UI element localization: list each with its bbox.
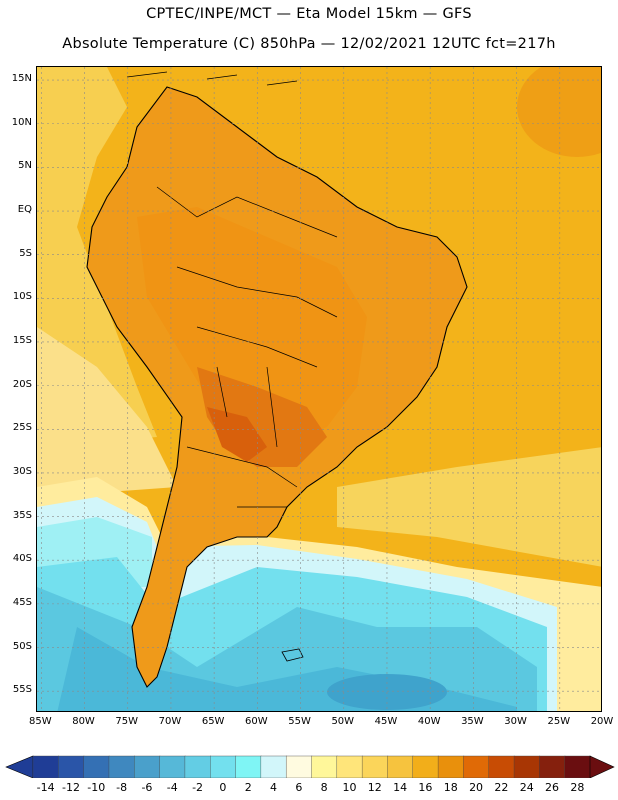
colorbar-swatch [285, 755, 313, 778]
colorbar-swatch [539, 755, 566, 778]
colorbar-swatch [513, 755, 541, 778]
lat-label: 35S [12, 509, 32, 521]
colorbar-swatch [311, 755, 338, 778]
colorbar-label: 6 [295, 781, 303, 794]
lon-label: 70W [158, 716, 182, 727]
lat-label: 40S [12, 553, 32, 565]
lon-label: 55W [288, 716, 311, 727]
colorbar-low-arrow [5, 755, 34, 778]
atlantic-mid-zone [337, 447, 601, 567]
colorbar-label: 18 [443, 781, 458, 794]
colorbar-label: 26 [545, 781, 560, 794]
colorbar-swatch [134, 755, 161, 778]
lon-label: 50W [331, 716, 355, 727]
lat-label: 55S [12, 684, 32, 696]
lon-label: 25W [547, 716, 571, 727]
colorbar-label: 20 [469, 781, 484, 794]
colorbar-swatch [437, 755, 465, 778]
lat-label: 15S [12, 334, 32, 346]
colorbar-label: 2 [244, 781, 252, 794]
colorbar-label: -4 [166, 781, 178, 794]
title-line-1: CPTEC/INPE/MCT — Eta Model 15km — GFS [146, 6, 472, 22]
caribbean-islands [126, 71, 298, 86]
colorbar-swatch [412, 755, 439, 778]
colorbar-label: 14 [393, 781, 408, 794]
lat-label: 5S [19, 247, 32, 259]
warm-ocean-patch [517, 67, 601, 157]
lon-label: 65W [201, 716, 225, 727]
country-borders [156, 186, 338, 508]
lat-lon-grid [37, 67, 601, 711]
colorbar-label: 24 [519, 781, 534, 794]
lon-label: 30W [504, 716, 527, 727]
lon-label: 60W [245, 716, 268, 727]
land-warm-interior [137, 207, 367, 447]
lat-label: 15N [11, 73, 32, 85]
lon-label: 35W [461, 716, 484, 727]
colorbar-swatch [260, 755, 287, 778]
lat-label: 25S [12, 422, 32, 434]
colorbar-swatch [564, 755, 591, 778]
colorbar-swatch [58, 755, 85, 778]
lat-label: 30S [12, 465, 32, 477]
lon-label: 85W [29, 716, 52, 727]
lon-label: 40W [417, 716, 441, 727]
colorbar-label: 4 [270, 781, 278, 794]
lat-label: 5N [18, 160, 32, 172]
lat-label: 20S [12, 378, 32, 390]
land-hottest-zone [207, 407, 267, 462]
colorbar-label: -10 [87, 781, 106, 794]
colorbar-label: -8 [116, 781, 128, 794]
pacific-cool-zone [37, 327, 177, 497]
colorbar-label: 8 [320, 781, 328, 794]
colorbar-swatch [108, 755, 135, 778]
map-panel [36, 66, 602, 712]
colorbar [5, 755, 615, 778]
lon-label: 45W [374, 716, 398, 727]
temperature-map [37, 67, 601, 711]
colorbar-label: -14 [36, 781, 55, 794]
colorbar-swatch [32, 755, 60, 778]
colorbar-swatch [210, 755, 237, 778]
falkland-islands [281, 648, 304, 662]
colorbar-label: 28 [570, 781, 585, 794]
lon-label: 80W [72, 716, 95, 727]
colorbar-label: -2 [192, 781, 204, 794]
lat-label: 50S [12, 640, 32, 652]
colorbar-swatch [387, 755, 414, 778]
colorbar-swatch [361, 755, 389, 778]
lat-label: 10N [11, 116, 32, 128]
colorbar-swatch [336, 755, 363, 778]
lon-label: 20W [590, 716, 614, 727]
colorbar-label: -6 [141, 781, 153, 794]
colorbar-label: 12 [367, 781, 382, 794]
colorbar-label: 0 [219, 781, 227, 794]
lat-label: 10S [12, 291, 32, 303]
lat-label: 45S [12, 596, 32, 608]
colorbar-label: 16 [418, 781, 433, 794]
colorbar-label: 22 [494, 781, 509, 794]
colorbar-swatch [463, 755, 490, 778]
colorbar-swatch [184, 755, 211, 778]
lon-label: 75W [115, 716, 139, 727]
colorbar-swatch [488, 755, 515, 778]
colorbar-label: -12 [61, 781, 80, 794]
coastline [86, 86, 468, 688]
colorbar-label: 10 [342, 781, 357, 794]
colorbar-swatch [83, 755, 110, 778]
lat-label: EQ [17, 204, 32, 216]
title-line-2: Absolute Temperature (C) 850hPa — 12/02/… [62, 36, 556, 52]
colorbar-high-arrow [589, 755, 615, 778]
colorbar-swatch [235, 755, 262, 778]
colorbar-swatch [159, 755, 186, 778]
